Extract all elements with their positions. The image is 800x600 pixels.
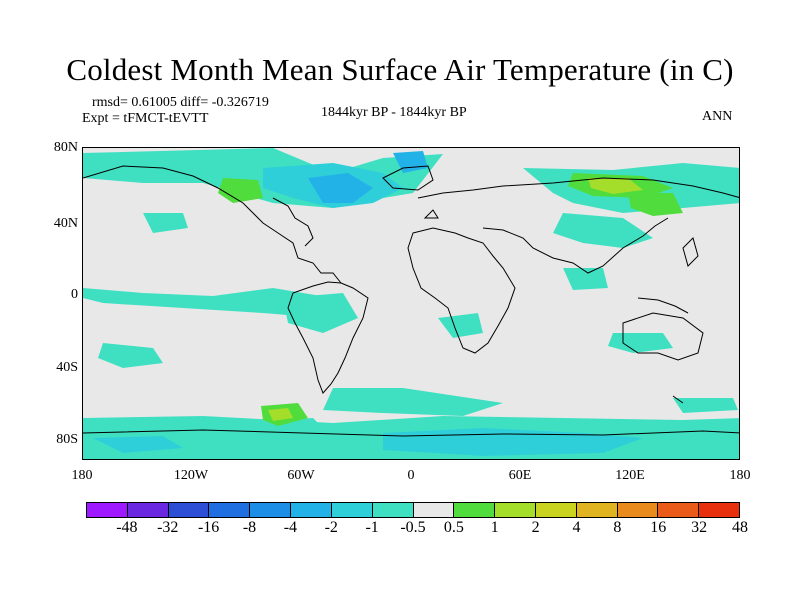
colorbar-label: 48 [732, 519, 748, 536]
colorbar-label: 8 [613, 519, 622, 536]
colorbar-box [699, 503, 739, 517]
coastlines [83, 165, 739, 437]
colorbar-label: -48 [116, 519, 138, 536]
colorbar-label: -4 [283, 519, 298, 536]
colorbar-box [168, 503, 210, 517]
colorbar-box [87, 503, 128, 517]
colorbar-box [209, 503, 251, 517]
colorbar-label: -1 [365, 519, 379, 536]
season-text: ANN [702, 109, 733, 124]
colorbar-label: 0.5 [443, 519, 464, 536]
period-text: 1844kyr BP - 1844kyr BP [321, 105, 467, 120]
lon-label-60e: 60E [508, 468, 532, 483]
lon-label-180w: 180 [71, 468, 93, 483]
colorbar-box [617, 503, 659, 517]
lat-label-80n: 80N [53, 140, 78, 155]
lon-label-120w: 120W [173, 468, 209, 483]
colorbar-box [127, 503, 169, 517]
colorbar-box [535, 503, 577, 517]
colorbar-label: -2 [324, 519, 338, 536]
lon-label-120e: 120E [615, 468, 645, 483]
yellow-green-anomaly-regions [268, 178, 643, 421]
colorbar-box [413, 503, 455, 517]
lat-label-80s: 80S [56, 432, 78, 447]
colorbar-box [250, 503, 292, 517]
lat-label-40s: 40S [56, 360, 78, 375]
colorbar-label: -32 [157, 519, 179, 536]
colorbar-box [372, 503, 414, 517]
colorbar-label: -16 [197, 519, 220, 536]
lon-label-60w: 60W [287, 468, 315, 483]
colorbar-box [495, 503, 536, 517]
colorbar-box [291, 503, 332, 517]
colorbar-label: 2 [531, 519, 540, 536]
colorbar-label: -0.5 [400, 519, 426, 536]
colorbar-label: -8 [242, 519, 257, 536]
map-panel [82, 147, 740, 460]
experiment-text: Expt = tFMCT-tEVTT [82, 111, 209, 126]
lon-label-180e: 180 [729, 468, 751, 483]
colorbar-box [331, 503, 373, 517]
lon-label-0: 0 [407, 468, 415, 483]
colorbar-label: 4 [572, 519, 581, 536]
colorbar-box [576, 503, 618, 517]
lat-label-0: 0 [71, 287, 78, 302]
colorbar-label: 1 [490, 519, 499, 536]
stats-text: rmsd= 0.61005 diff= -0.326719 [92, 95, 269, 110]
blue-anomaly-regions [308, 151, 428, 203]
colorbar-label: 16 [650, 519, 667, 536]
colorbar-label: 32 [691, 519, 708, 536]
temperature-map [83, 148, 739, 459]
lat-label-40n: 40N [53, 216, 78, 231]
colorbar-box [658, 503, 700, 517]
colorbar [86, 502, 740, 518]
map-title: Coldest Month Mean Surface Air Temperatu… [66, 52, 734, 87]
colorbar-box [454, 503, 496, 517]
